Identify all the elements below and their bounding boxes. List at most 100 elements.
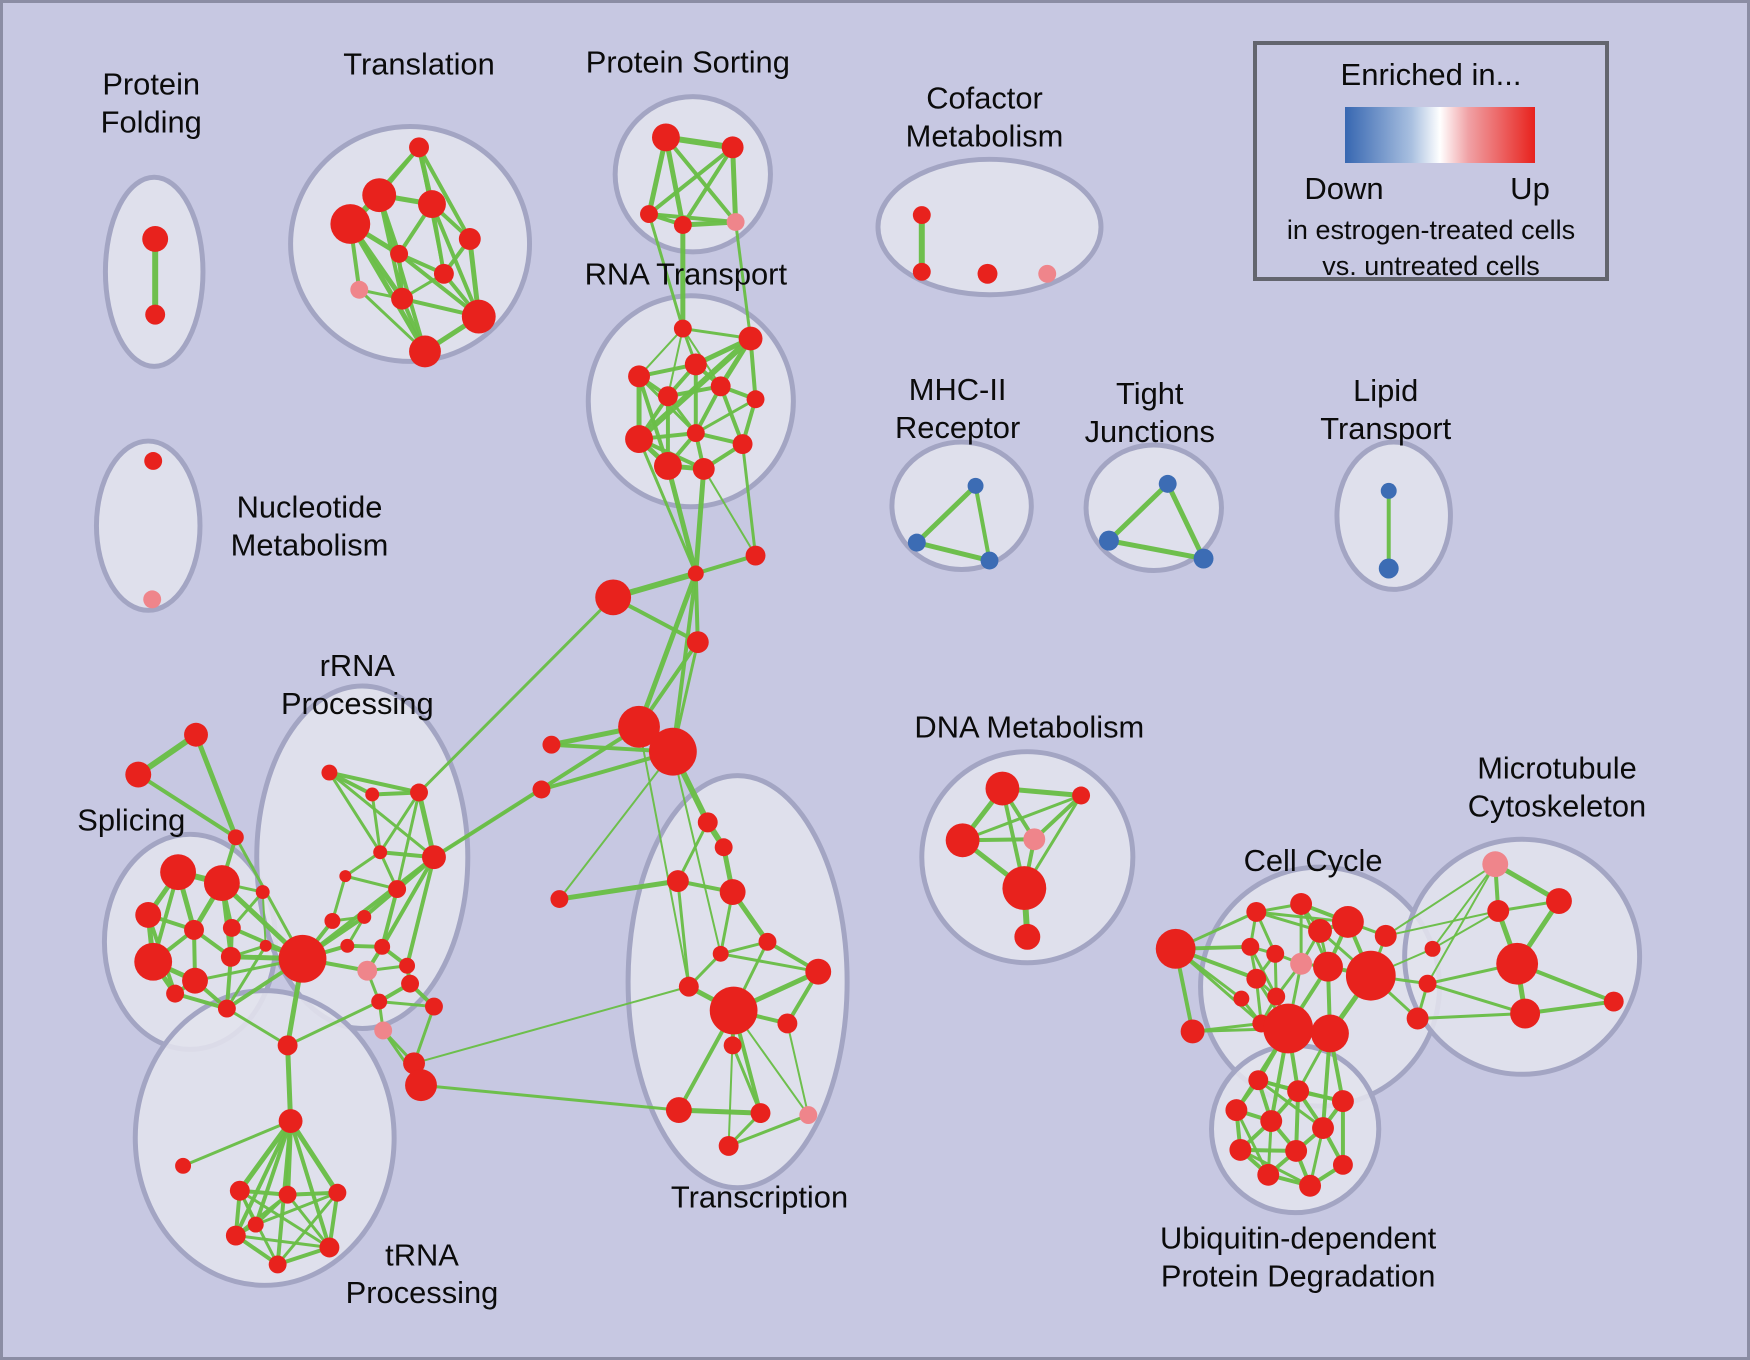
node-RT7[interactable] <box>625 425 653 454</box>
node-C0[interactable] <box>1246 902 1267 922</box>
node-M5[interactable] <box>1603 991 1624 1012</box>
node-TR3[interactable] <box>719 879 746 906</box>
node-S0[interactable] <box>160 854 197 891</box>
node-RT9[interactable] <box>653 452 682 480</box>
node-TJ0[interactable] <box>1158 474 1177 493</box>
node-C9[interactable] <box>1246 968 1267 989</box>
node-CN2[interactable] <box>686 631 709 654</box>
node-CL0[interactable] <box>542 735 561 754</box>
node-R4[interactable] <box>339 870 352 883</box>
node-C15[interactable] <box>1374 924 1397 947</box>
node-U9[interactable] <box>1257 1163 1280 1186</box>
node-RT0[interactable] <box>673 319 692 338</box>
node-TR1[interactable] <box>714 838 733 857</box>
node-EL0[interactable] <box>550 890 569 908</box>
node-PF0[interactable] <box>142 226 169 252</box>
node-RT4[interactable] <box>657 386 678 407</box>
node-D4[interactable] <box>1002 866 1047 910</box>
node-PS4[interactable] <box>726 213 745 231</box>
node-U1[interactable] <box>1287 1080 1310 1103</box>
node-M1[interactable] <box>1487 900 1510 922</box>
node-NM1[interactable] <box>143 590 162 609</box>
node-S7[interactable] <box>220 946 241 967</box>
node-TR12[interactable] <box>750 1103 771 1124</box>
node-M3[interactable] <box>1496 942 1539 985</box>
node-U7[interactable] <box>1285 1139 1308 1162</box>
node-T10[interactable] <box>409 335 441 368</box>
node-M4[interactable] <box>1510 998 1541 1029</box>
node-PS2[interactable] <box>640 205 658 224</box>
node-T4[interactable] <box>458 228 481 250</box>
node-TR11[interactable] <box>665 1097 692 1124</box>
node-S2[interactable] <box>135 902 162 928</box>
node-R0[interactable] <box>321 764 338 781</box>
node-RT6[interactable] <box>746 390 765 409</box>
node-C5[interactable] <box>1266 944 1285 963</box>
node-TR10[interactable] <box>723 1036 742 1055</box>
node-T3[interactable] <box>418 190 446 219</box>
node-D3[interactable] <box>1023 828 1046 851</box>
node-TN0[interactable] <box>229 1180 250 1201</box>
node-TR4[interactable] <box>712 945 729 962</box>
node-S5[interactable] <box>134 942 173 981</box>
node-TH[interactable] <box>278 1109 303 1133</box>
node-U0[interactable] <box>1248 1070 1269 1091</box>
node-CB1[interactable] <box>618 705 660 748</box>
node-PS3[interactable] <box>673 216 692 234</box>
node-PS0[interactable] <box>651 123 680 152</box>
node-D5[interactable] <box>1014 923 1041 950</box>
node-PF1[interactable] <box>145 304 166 325</box>
node-LT1[interactable] <box>1378 558 1399 579</box>
node-R6[interactable] <box>388 880 407 899</box>
node-D0[interactable] <box>985 771 1020 806</box>
node-CM0[interactable] <box>912 206 931 225</box>
node-R3[interactable] <box>373 845 388 860</box>
node-MH0[interactable] <box>967 477 984 494</box>
node-C4[interactable] <box>1241 937 1260 956</box>
node-RT10[interactable] <box>692 457 715 480</box>
node-CB2[interactable] <box>649 727 697 776</box>
node-C17[interactable] <box>1424 940 1441 957</box>
node-U3[interactable] <box>1225 1099 1248 1122</box>
node-U2[interactable] <box>1331 1090 1354 1113</box>
node-TR6[interactable] <box>678 976 699 997</box>
node-U6[interactable] <box>1229 1138 1252 1161</box>
node-S8[interactable] <box>166 984 185 1003</box>
node-RT5[interactable] <box>710 376 731 397</box>
node-T1[interactable] <box>362 178 397 213</box>
node-TN2[interactable] <box>328 1183 347 1202</box>
node-D1[interactable] <box>1072 786 1091 805</box>
node-TJ1[interactable] <box>1099 530 1119 551</box>
node-U8[interactable] <box>1332 1154 1353 1175</box>
node-MH2[interactable] <box>980 551 999 570</box>
node-NM0[interactable] <box>144 452 163 470</box>
node-RT8[interactable] <box>686 424 705 443</box>
node-TN1[interactable] <box>278 1185 297 1204</box>
node-RT2[interactable] <box>684 353 707 376</box>
node-CM2[interactable] <box>977 263 998 284</box>
node-TJ2[interactable] <box>1193 548 1214 569</box>
node-M0[interactable] <box>1482 851 1509 878</box>
node-R2[interactable] <box>410 783 428 802</box>
node-R5[interactable] <box>422 845 446 870</box>
node-R14[interactable] <box>424 997 443 1016</box>
node-R16[interactable] <box>403 1052 425 1075</box>
node-HUB[interactable] <box>278 934 327 983</box>
node-T6[interactable] <box>433 263 454 284</box>
node-D2[interactable] <box>945 823 980 858</box>
node-TR0[interactable] <box>697 812 718 833</box>
node-CM3[interactable] <box>1038 264 1057 283</box>
node-R1[interactable] <box>365 787 380 802</box>
node-T5[interactable] <box>390 244 409 263</box>
node-S1[interactable] <box>203 865 240 902</box>
node-C7[interactable] <box>1313 951 1343 982</box>
node-CM1[interactable] <box>912 262 931 281</box>
node-X2[interactable] <box>227 829 244 846</box>
node-R15[interactable] <box>374 1021 393 1040</box>
node-M2[interactable] <box>1546 888 1572 914</box>
node-TR14[interactable] <box>718 1135 739 1156</box>
node-TR5[interactable] <box>758 932 777 951</box>
node-C2[interactable] <box>1331 905 1364 938</box>
node-R17[interactable] <box>405 1069 437 1102</box>
node-TN6[interactable] <box>247 1216 264 1233</box>
